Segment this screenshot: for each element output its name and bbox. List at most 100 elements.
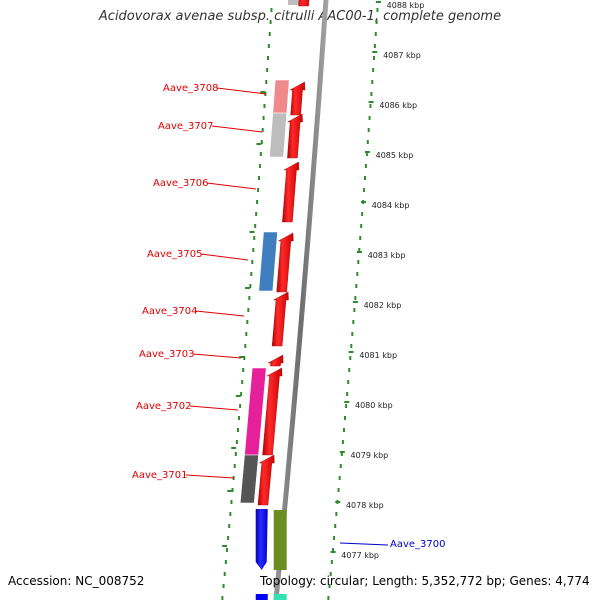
inner-dotted-guide-dot	[246, 320, 249, 324]
gene-label-aave-3703: Aave_3703	[139, 349, 195, 360]
map-title: Acidovorax avenae subsp. citrulli AAC00-…	[98, 9, 502, 24]
inner-dotted-guide-dot	[233, 464, 236, 468]
inner-dotted-guide-dot	[221, 596, 224, 600]
gene-label-leader	[185, 474, 235, 479]
inner-dotted-guide-dot	[257, 176, 260, 180]
scale-tick	[352, 301, 358, 303]
outer-dotted-guide-dot	[363, 188, 366, 192]
outer-dotted-guide-dot	[346, 392, 349, 396]
outer-dotted-guide-dot	[329, 572, 332, 576]
inner-dotted-guide-dot	[235, 440, 238, 444]
outer-dotted-guide-dot	[347, 380, 350, 384]
inner-dotted-guide-dot	[257, 188, 260, 192]
outer-dotted-guide-dot	[348, 368, 351, 372]
inner-dotted-guide-dot	[263, 104, 266, 108]
inner-dotted-guide-dot	[225, 548, 228, 552]
inner-dotted-guide-dot	[229, 512, 232, 516]
dotted-guide-layer	[221, 1, 381, 600]
gene-arrow-aave-3703	[268, 354, 284, 367]
inner-dotted-guide-dot	[265, 80, 268, 84]
scale-tick	[356, 251, 362, 253]
scale-layer: 4088 kbp 4087 kbp 4086 kbp 4085 kbp 4084 kbp…	[341, 1, 424, 560]
inner-dotted-guide-dot	[222, 584, 225, 588]
outer-dotted-guide-dot	[374, 32, 377, 36]
genome-backbone	[273, 0, 329, 600]
inner-dotted-guide-dot	[249, 284, 252, 288]
gene-label-aave-3706: Aave_3706	[153, 178, 209, 189]
inner-dotted-guide-dot	[254, 224, 257, 228]
outer-dotted-guide-dot	[355, 284, 358, 288]
cog-block-aave-3708	[272, 79, 290, 114]
scale-tick	[375, 1, 381, 3]
outer-dotted-guide-dot	[339, 464, 342, 468]
gene-arrow-aave-3708	[289, 81, 306, 116]
scale-tick	[372, 51, 378, 53]
cog-block-aave-3707	[269, 112, 288, 158]
scale-label: 4085 kbp	[376, 151, 414, 160]
scale-label: 4083 kbp	[368, 251, 406, 260]
outer-dotted-guide-dot	[357, 260, 360, 264]
inner-dotted-guide-dot	[255, 212, 258, 216]
scale-label: 4082 kbp	[364, 301, 402, 310]
gene-arrow-aave-3701	[257, 454, 275, 506]
inner-dotted-guide-dot	[241, 380, 244, 384]
track-tick	[231, 447, 237, 449]
gene-label-leader	[192, 353, 242, 359]
scale-tick	[339, 451, 345, 453]
gene-label-leader	[211, 125, 263, 133]
outer-dotted-guide-dot	[342, 428, 345, 432]
inner-dotted-guide-dot	[253, 236, 256, 240]
inner-dotted-guide-dot	[252, 248, 255, 252]
scale-label: 4081 kbp	[359, 351, 397, 360]
outer-dotted-guide-dot	[341, 440, 344, 444]
gene-label-leader	[339, 542, 389, 546]
inner-dotted-guide-dot	[243, 356, 246, 360]
inner-dotted-guide-dot	[256, 200, 259, 204]
inner-dotted-guide-dot	[251, 260, 254, 264]
gene-label-leader	[216, 87, 267, 95]
gene-label-aave-3707: Aave_3707	[158, 121, 214, 132]
outer-dotted-guide-dot	[366, 140, 369, 144]
outer-dotted-guide-dot	[352, 320, 355, 324]
scale-tick	[360, 201, 366, 203]
gene-label-aave-3701: Aave_3701	[132, 470, 188, 481]
gene-label-aave-3702: Aave_3702	[136, 401, 192, 412]
cog-block-aave-3702	[244, 367, 267, 456]
outer-dotted-guide-dot	[333, 536, 336, 540]
inner-dotted-guide-dot	[270, 8, 273, 12]
inner-dotted-guide-dot	[230, 500, 233, 504]
inner-dotted-guide-dot	[242, 368, 245, 372]
inner-dotted-guide-dot	[262, 116, 265, 120]
scale-label: 4086 kbp	[379, 101, 417, 110]
gene-arrow-aave-3704	[271, 291, 289, 347]
outer-dotted-guide-dot	[344, 416, 347, 420]
accession-text: Accession: NC_008752	[8, 574, 145, 588]
outer-dotted-guide-dot	[358, 248, 361, 252]
gene-label-leader	[200, 253, 249, 261]
track-tick	[256, 143, 262, 145]
gene-label-aave-3700: Aave_3700	[390, 539, 446, 550]
inner-dotted-guide-dot	[240, 392, 243, 396]
scale-label: 4084 kbp	[372, 201, 410, 210]
inner-dotted-guide-dot	[260, 140, 263, 144]
inner-dotted-guide-dot	[231, 488, 234, 492]
genome-summary-text: Topology: circular; Length: 5,352,772 bp…	[260, 574, 590, 588]
outer-dotted-guide-dot	[370, 92, 373, 96]
cog-block-aave-3705	[258, 231, 278, 292]
gene-label-aave-3704: Aave_3704	[142, 306, 198, 317]
track-tick	[239, 356, 245, 358]
inner-dotted-guide-dot	[259, 152, 262, 156]
scale-tick	[368, 101, 374, 103]
gene-arrow-next-reverse	[255, 594, 268, 600]
outer-dotted-guide-dot	[367, 128, 370, 132]
cog-block-next	[273, 594, 287, 600]
outer-dotted-guide-dot	[365, 152, 368, 156]
inner-dotted-guide-dot	[267, 56, 270, 60]
inner-dotted-guide-dot	[238, 416, 241, 420]
outer-dotted-guide-dot	[349, 356, 352, 360]
outer-dotted-guide-dot	[361, 212, 364, 216]
scale-tick	[335, 501, 341, 503]
track-tick	[260, 91, 266, 93]
inner-dotted-guide-dot	[250, 272, 253, 276]
